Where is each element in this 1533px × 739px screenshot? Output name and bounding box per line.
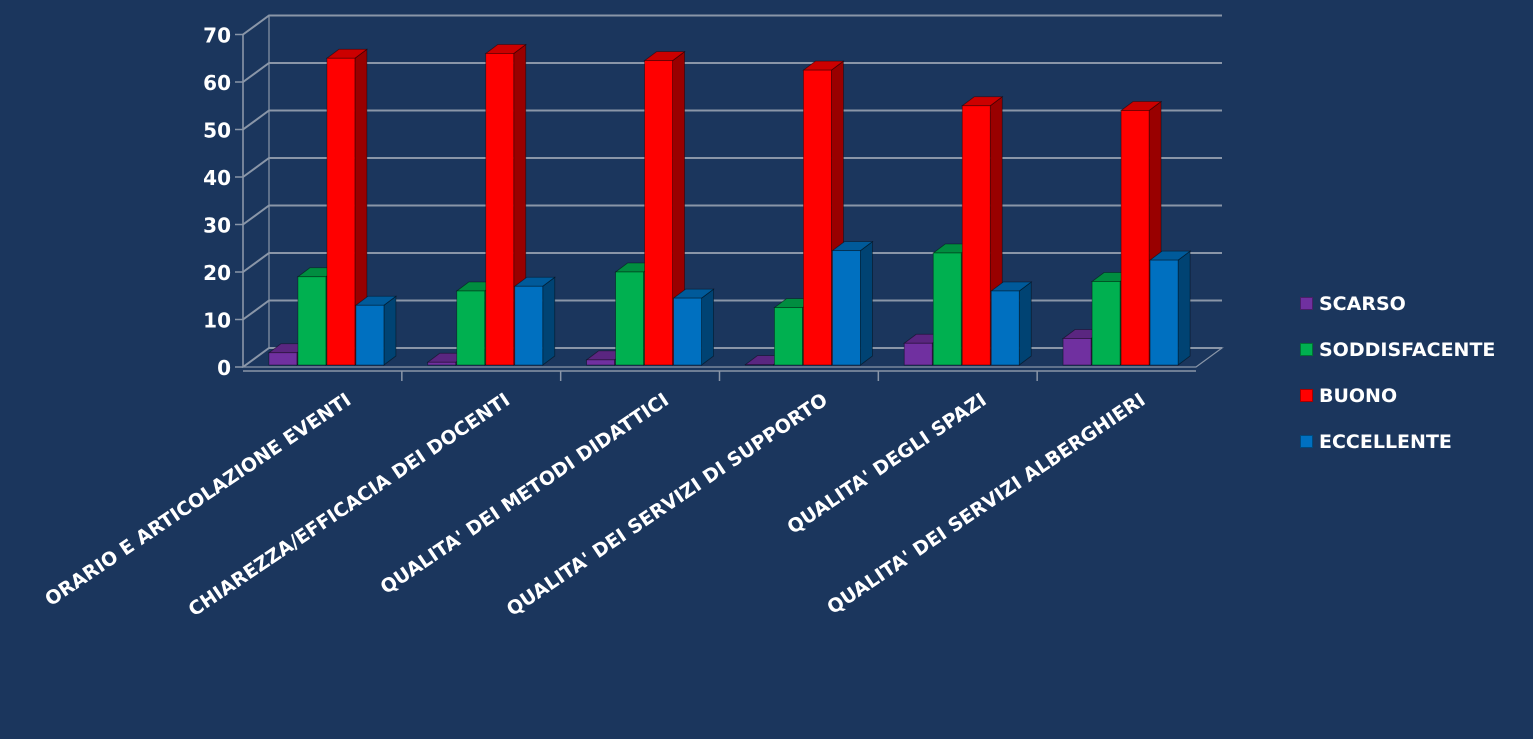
x-tick-label: CHIAREZZA/EFFICACIA DEI DOCENTI xyxy=(185,389,515,621)
legend-label: SODDISFACENTE xyxy=(1319,339,1495,361)
bar-front xyxy=(428,362,456,365)
legend: SCARSO SODDISFACENTE BUONO ECCELLENTE xyxy=(1300,290,1495,474)
legend-swatch xyxy=(1300,343,1313,356)
gridline xyxy=(243,111,1222,130)
gridline xyxy=(243,206,1222,225)
gridline xyxy=(243,63,1222,82)
bar-front xyxy=(486,54,514,366)
x-tick-label: QUALITA' DEI SERVIZI DI SUPPORTO xyxy=(503,389,832,621)
y-tick-label: 30 xyxy=(203,214,231,238)
bar-front xyxy=(962,106,990,365)
bar-side xyxy=(543,277,555,365)
legend-item-scarso: SCARSO xyxy=(1300,290,1495,317)
bar-front xyxy=(1150,260,1178,365)
bar-front xyxy=(269,353,297,365)
legend-item-eccellente: ECCELLENTE xyxy=(1300,428,1495,455)
legend-swatch xyxy=(1300,389,1313,402)
x-tick-label: ORARIO E ARTICOLAZIONE EVENTI xyxy=(41,389,355,611)
bar-front xyxy=(774,308,802,365)
gridline xyxy=(243,16,1222,35)
bar-front xyxy=(645,61,673,365)
bar-front xyxy=(327,58,355,365)
legend-label: SCARSO xyxy=(1319,293,1406,315)
y-tick-label: 10 xyxy=(203,309,231,333)
bar-front xyxy=(457,291,485,365)
bar-eccellente xyxy=(991,282,1031,365)
legend-item-soddisfacente: SODDISFACENTE xyxy=(1300,336,1495,363)
bar-side xyxy=(1019,282,1031,365)
y-tick-label: 70 xyxy=(203,24,231,48)
bar-front xyxy=(298,277,326,365)
bar-eccellente xyxy=(356,296,396,365)
legend-item-buono: BUONO xyxy=(1300,382,1495,409)
bar-eccellente xyxy=(674,289,714,365)
bar-front xyxy=(356,305,384,365)
y-tick-label: 50 xyxy=(203,119,231,143)
bar-front xyxy=(1121,111,1149,366)
legend-label: ECCELLENTE xyxy=(1319,431,1452,453)
x-tick-label: QUALITA' DEI METODI DIDATTICI xyxy=(376,389,672,599)
y-tick-label: 0 xyxy=(217,356,231,380)
gridline xyxy=(243,253,1222,272)
bar-eccellente xyxy=(832,242,872,365)
bar-front xyxy=(587,360,615,365)
bar-front xyxy=(674,298,702,365)
bar-eccellente xyxy=(1150,251,1190,365)
legend-label: BUONO xyxy=(1319,385,1397,407)
bar-side xyxy=(860,242,872,365)
y-axis-ticks: 0 10 20 30 40 50 60 70 xyxy=(203,24,231,381)
bar-side xyxy=(384,296,396,365)
bar-front xyxy=(1063,339,1091,366)
side-wall xyxy=(243,16,269,368)
bar-front xyxy=(991,291,1019,365)
gridline xyxy=(243,158,1222,177)
y-tick-label: 60 xyxy=(203,71,231,95)
x-tick-label: QUALITA' DEI SERVIZI ALBERGHIERI xyxy=(823,389,1149,619)
legend-swatch xyxy=(1300,297,1313,310)
bar-front xyxy=(832,251,860,365)
bar-front xyxy=(515,286,543,365)
x-axis-labels: ORARIO E ARTICOLAZIONE EVENTICHIAREZZA/E… xyxy=(41,389,1149,621)
bar-front xyxy=(1092,282,1120,366)
bar-front xyxy=(803,70,831,365)
bar-front xyxy=(616,272,644,365)
y-tick-label: 20 xyxy=(203,261,231,285)
bar-side xyxy=(1178,251,1190,365)
legend-swatch xyxy=(1300,435,1313,448)
bar-eccellente xyxy=(515,277,555,365)
bar-front xyxy=(904,343,932,365)
y-tick-label: 40 xyxy=(203,166,231,190)
bar-front xyxy=(933,253,961,365)
bar-side xyxy=(702,289,714,365)
